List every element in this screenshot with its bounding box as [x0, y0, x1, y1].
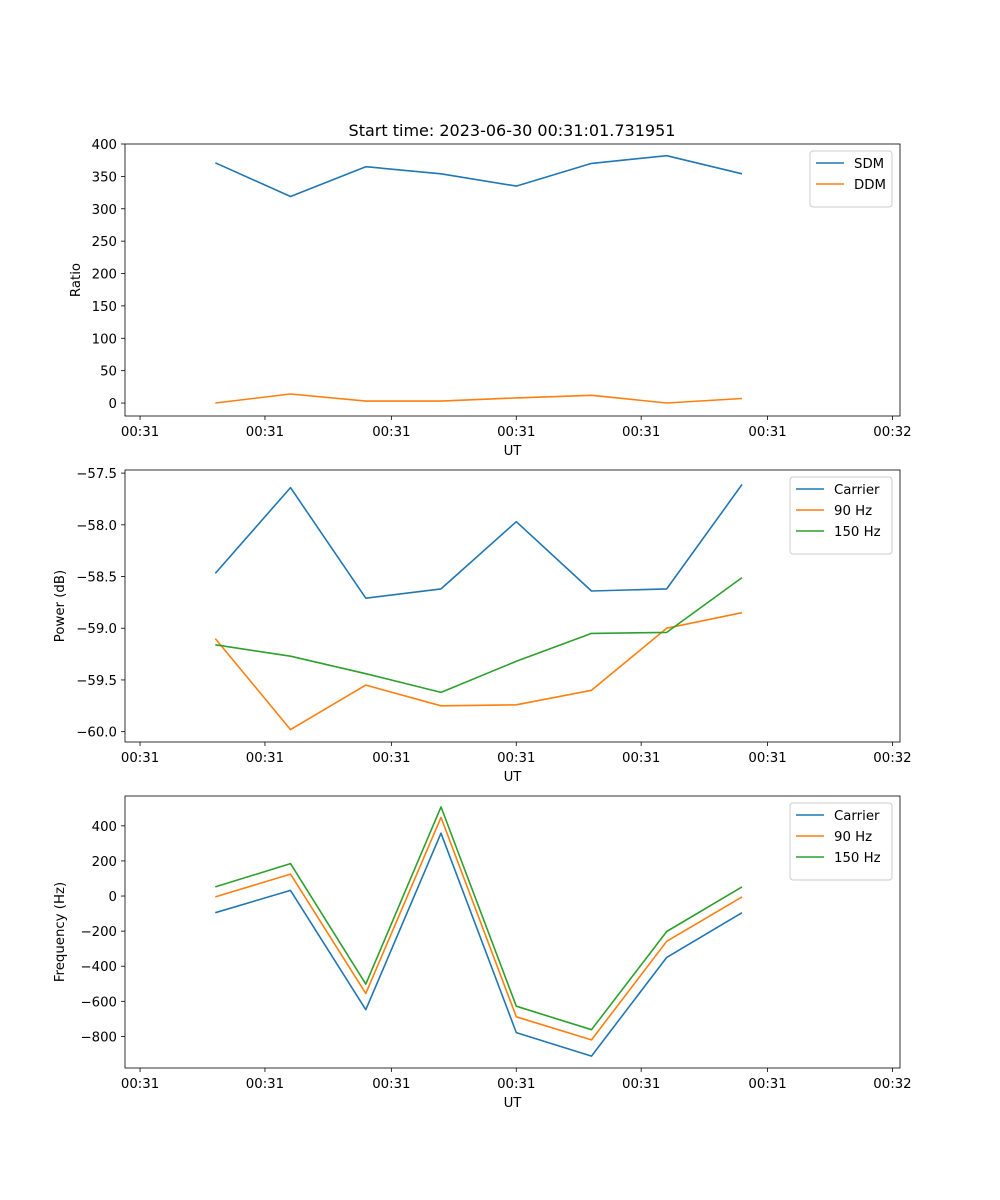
y-tick-label: 250	[92, 235, 117, 250]
legend-entry: DDM	[854, 178, 886, 193]
y-tick-label: 150	[92, 300, 117, 315]
x-tick-label: 00:31	[246, 1077, 284, 1092]
x-tick-label: 00:32	[873, 751, 911, 766]
x-tick-label: 00:31	[497, 751, 535, 766]
x-tick-label: 00:31	[497, 1077, 535, 1092]
y-tick-label: −600	[80, 995, 117, 1010]
y-axis-label: Frequency (Hz)	[53, 882, 68, 982]
y-tick-label: 50	[100, 365, 117, 380]
x-tick-label: 00:32	[873, 1077, 911, 1092]
series-line-150-hz	[215, 576, 743, 694]
y-tick-label: −200	[80, 925, 117, 940]
y-tick-label: 100	[92, 332, 117, 347]
y-axis-label: Ratio	[69, 263, 84, 297]
y-tick-label: −57.5	[76, 467, 117, 482]
x-tick-label: 00:31	[121, 1077, 159, 1092]
x-tick-label: 00:31	[246, 751, 284, 766]
axes-frame	[124, 143, 901, 417]
y-tick-label: 0	[109, 397, 117, 412]
legend-box	[809, 150, 893, 208]
y-tick-label: −400	[80, 960, 117, 975]
legend-entry: Carrier	[834, 483, 880, 498]
legend: Carrier 90 Hz 150 Hz	[789, 802, 893, 881]
x-axis-label: UT	[504, 1096, 523, 1111]
x-axis-label: UT	[504, 444, 523, 459]
x-tick-label: 00:31	[372, 1077, 410, 1092]
y-tick-label: 0	[109, 890, 117, 905]
y-tick-label: 350	[92, 170, 117, 185]
y-tick-label: −59.5	[76, 674, 117, 689]
legend-entry: Carrier	[834, 809, 880, 824]
legend-box	[789, 802, 893, 881]
x-tick-label: 00:32	[873, 425, 911, 440]
y-tick-label: −58.0	[76, 519, 117, 534]
x-tick-label: 00:31	[246, 425, 284, 440]
subplot-3: 00:31 00:31 00:31 00:31 00:31 00:31 00:32 −800 −…	[53, 795, 912, 1111]
x-tick-label: 00:31	[622, 751, 660, 766]
x-tick-label: 00:31	[121, 751, 159, 766]
legend-entry: 150 Hz	[834, 525, 881, 540]
y-tick-label: 400	[92, 820, 117, 835]
y-tick-label: −58.5	[76, 571, 117, 586]
legend-entry: 150 Hz	[834, 851, 881, 866]
x-tick-label: 00:31	[372, 751, 410, 766]
axes-frame	[124, 795, 901, 1069]
legend-entry: 90 Hz	[834, 504, 872, 519]
y-tick-label: −59.0	[76, 622, 117, 637]
x-tick-label: 00:31	[748, 751, 786, 766]
series-line-carrier	[215, 832, 743, 1057]
legend-entry: SDM	[854, 157, 884, 172]
x-tick-label: 00:31	[372, 425, 410, 440]
y-tick-label: −800	[80, 1030, 117, 1045]
y-axis-label: Power (dB)	[53, 570, 68, 642]
series-line-carrier	[214, 484, 743, 600]
axes-frame	[124, 469, 901, 743]
legend: Carrier 90 Hz 150 Hz	[789, 476, 893, 555]
x-tick-label: 00:31	[121, 425, 159, 440]
subplots: 00:31 00:31 00:31 00:31 00:31 00:31 00:32 0 50 10…	[53, 138, 912, 1111]
figure-title: Start time: 2023-06-30 00:31:01.731951	[349, 121, 676, 140]
legend-entry: 90 Hz	[834, 830, 872, 845]
y-tick-label: −60.0	[76, 726, 117, 741]
subplot-1: 00:31 00:31 00:31 00:31 00:31 00:31 00:32 0 50 10…	[69, 138, 912, 459]
series-line-sdm	[214, 154, 743, 198]
x-tick-label: 00:31	[497, 425, 535, 440]
y-tick-label: 200	[92, 855, 117, 870]
x-tick-label: 00:31	[748, 425, 786, 440]
series-line-150-hz	[215, 806, 743, 1031]
legend: SDM DDM	[809, 150, 893, 208]
series-line-ddm	[215, 393, 743, 404]
subplot-2: 00:31 00:31 00:31 00:31 00:31 00:31 00:32 −60.0…	[53, 467, 912, 785]
y-tick-label: 300	[92, 203, 117, 218]
y-tick-label: 400	[92, 138, 117, 153]
x-tick-label: 00:31	[622, 1077, 660, 1092]
legend-box	[789, 476, 893, 555]
series-line-90-hz	[214, 611, 743, 731]
series-line-90-hz	[215, 816, 743, 1041]
x-tick-label: 00:31	[622, 425, 660, 440]
x-axis-label: UT	[504, 770, 523, 785]
x-tick-label: 00:31	[748, 1077, 786, 1092]
y-tick-label: 200	[92, 268, 117, 283]
